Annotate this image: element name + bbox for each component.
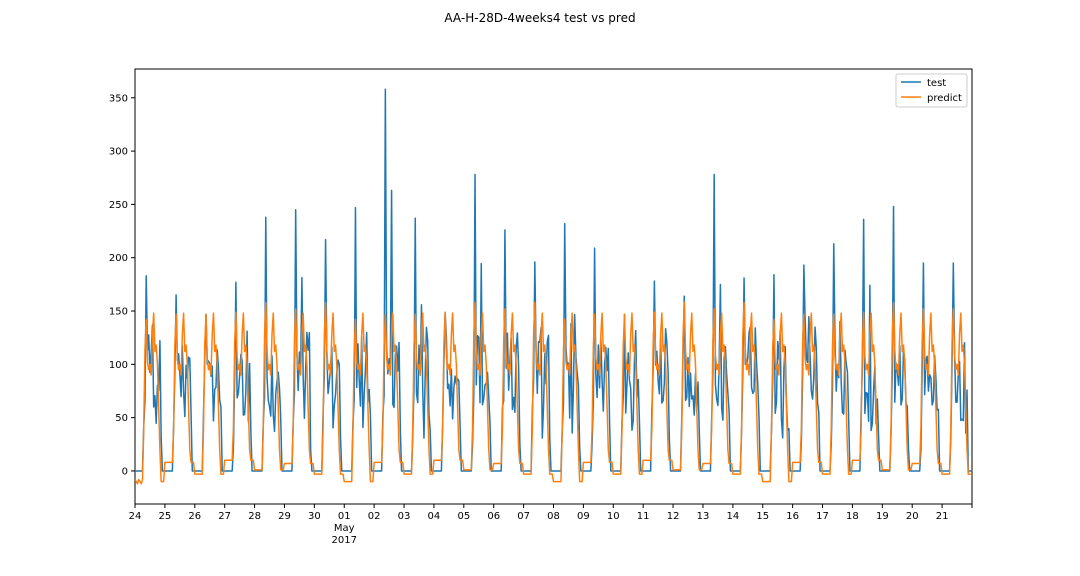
- x-tick-label: 15: [756, 511, 769, 522]
- x-tick-label: 30: [308, 511, 321, 522]
- x-tick-label: 02: [368, 511, 381, 522]
- y-tick-label: 150: [109, 307, 128, 318]
- x-tick-label: 14: [726, 511, 739, 522]
- legend-label-test: test: [927, 78, 946, 89]
- x-tick-label: 28: [248, 511, 261, 522]
- series-line-predict: [135, 301, 971, 485]
- x-tick-label: 12: [667, 511, 680, 522]
- x-tick-label: 03: [398, 511, 411, 522]
- y-tick-label: 100: [109, 360, 128, 371]
- y-tick-label: 200: [109, 253, 128, 264]
- x-tick-month-label: May: [334, 523, 355, 534]
- x-tick-label: 27: [218, 511, 231, 522]
- x-tick-label: 08: [547, 511, 560, 522]
- y-tick-label: 300: [109, 147, 128, 158]
- x-tick-label: 13: [697, 511, 710, 522]
- x-tick-label: 07: [517, 511, 530, 522]
- x-tick-label: 16: [786, 511, 799, 522]
- legend: test predict: [895, 73, 968, 108]
- y-tick-label: 350: [109, 93, 128, 104]
- x-tick-label: 04: [428, 511, 441, 522]
- x-tick-label: 09: [577, 511, 590, 522]
- x-tick-label: 17: [816, 511, 829, 522]
- x-tick-label: 24: [129, 511, 142, 522]
- x-tick-label: 20: [906, 511, 919, 522]
- x-tick-label: 06: [487, 511, 500, 522]
- y-tick-label: 50: [115, 413, 128, 424]
- y-axis: 0 50 100 150 200 250 300 350: [109, 93, 135, 477]
- x-tick-label: 21: [936, 511, 949, 522]
- legend-label-predict: predict: [927, 93, 962, 104]
- x-tick-year-label: 2017: [332, 535, 357, 546]
- chart-title: AA-H-28D-4weeks4 test vs pred: [444, 11, 635, 25]
- x-tick-label: 25: [159, 511, 172, 522]
- x-tick-label: 19: [876, 511, 889, 522]
- y-tick-label: 0: [122, 466, 128, 477]
- x-tick-label: 18: [846, 511, 859, 522]
- x-tick-label: 26: [188, 511, 201, 522]
- x-tick-label: 01: [338, 511, 351, 522]
- y-tick-label: 250: [109, 200, 128, 211]
- x-tick-label: 05: [457, 511, 470, 522]
- x-tick-label: 29: [278, 511, 291, 522]
- x-tick-label: 10: [607, 511, 620, 522]
- x-tick-label: 11: [637, 511, 650, 522]
